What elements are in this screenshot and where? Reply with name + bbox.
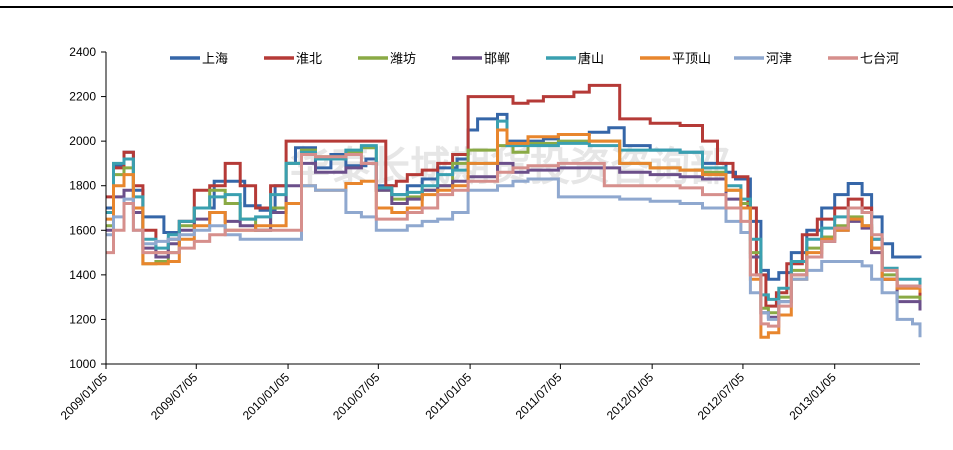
legend-label-1: 上海 (202, 52, 228, 67)
legend-label-6: 平顶山 (672, 52, 711, 67)
y-tick-label-1000: 1000 (69, 357, 96, 371)
legend: 上海 淮北 潍坊 邯郸 唐山 平顶山 河津 七台河 (170, 51, 899, 67)
y-tick-label-1800: 1800 (69, 179, 96, 193)
y-tick-label-2200: 2200 (69, 90, 96, 104)
series-layer (106, 83, 922, 339)
x-tick-label-7: 2012/01/05 (604, 370, 657, 423)
legend-label-4: 邯郸 (484, 52, 510, 67)
y-tick-label-1200: 1200 (69, 312, 96, 326)
x-tick-label-1: 2009/01/05 (58, 370, 111, 423)
x-tick-label-9: 2013/01/05 (786, 370, 839, 423)
series-line-7 (106, 177, 922, 338)
x-tick-label-2: 2009/07/05 (148, 370, 201, 423)
series-line-8 (106, 153, 922, 328)
y-tick-label-2000: 2000 (69, 134, 96, 148)
legend-label-5: 唐山 (578, 51, 604, 67)
x-tick-label-8: 2012/07/05 (695, 370, 748, 423)
legend-label-3: 潍坊 (390, 52, 416, 67)
y-tick-label-2400: 2400 (69, 45, 96, 59)
legend-label-7: 河津 (766, 52, 792, 67)
series-line-2 (106, 83, 922, 308)
series-line-1 (106, 112, 922, 281)
x-tick-label-3: 2010/01/05 (240, 370, 293, 423)
y-tick-label-1600: 1600 (69, 223, 96, 237)
x-tick-label-6: 2011/07/05 (513, 370, 565, 422)
legend-label-8: 七台河 (860, 52, 899, 67)
legend-label-2: 淮北 (296, 52, 322, 67)
x-tick-label-5: 2011/01/05 (422, 370, 474, 422)
x-tick-label-4: 2010/07/05 (330, 370, 383, 423)
y-tick-label-1400: 1400 (69, 268, 96, 282)
